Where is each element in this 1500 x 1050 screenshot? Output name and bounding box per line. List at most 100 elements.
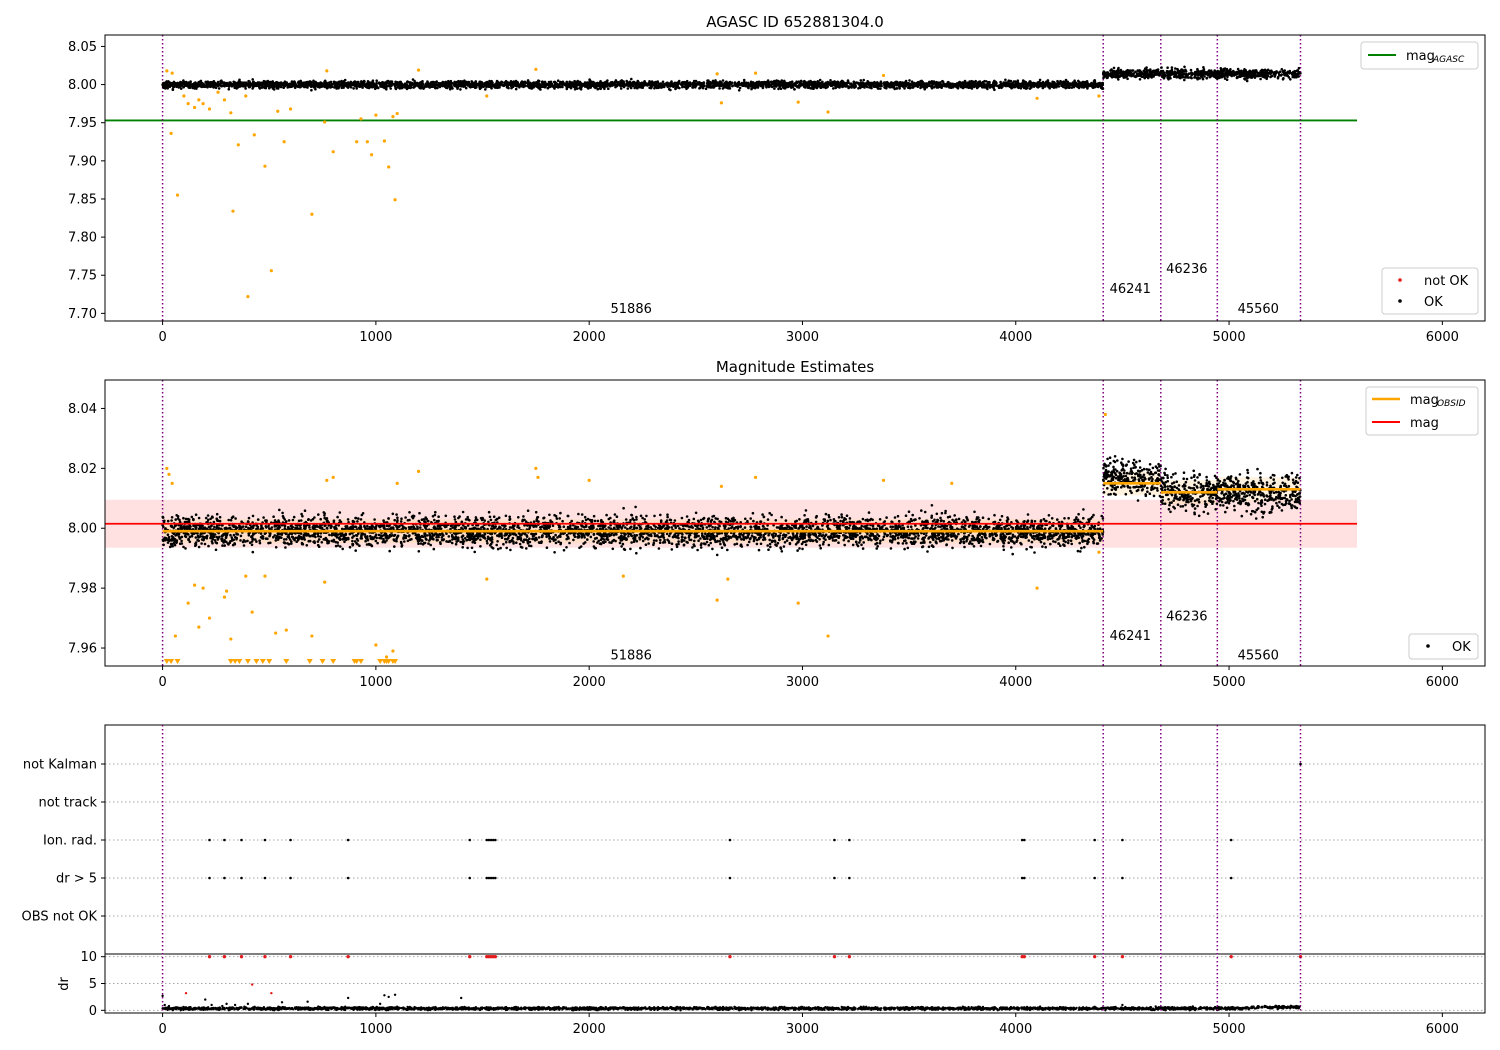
ok-point [589,85,592,89]
ok-point [775,79,778,82]
ok-point [806,86,810,90]
ok-point [456,87,459,90]
ok-point [500,80,504,84]
chart-title: AGASC ID 652881304.0 [706,13,884,31]
ok-point [360,80,363,83]
ok-point [944,84,948,87]
ok-point [694,82,697,85]
agasc-panel: AGASC ID 652881304.051886462414623645560… [68,13,1486,345]
ok-point [1025,82,1029,85]
ok-point [219,83,222,87]
ok-point [1112,69,1116,73]
outlier-point [395,481,399,485]
ok-point [1083,84,1086,87]
ok-point [214,86,218,89]
ok-point [1132,72,1136,75]
ok-point [1166,66,1169,69]
ok-point [266,82,270,85]
ok-point [1038,78,1042,82]
ok-point [622,83,626,86]
ok-point [615,80,619,84]
ok-point [1276,76,1280,80]
ok-point [479,83,482,86]
ok-point [355,87,359,90]
ok-point [426,80,429,83]
ok-point [1139,72,1143,75]
ok-point [857,87,860,90]
ok-point [908,79,911,82]
y-tick-label: 8.00 [68,78,97,93]
ok-point [575,87,579,90]
ok-point [514,87,518,91]
ok-point [168,84,171,87]
ok-point [626,87,630,90]
ok-point [638,85,642,89]
lower-limit-marker [244,659,251,664]
ok-point [285,81,289,84]
ok-point [574,82,578,85]
ok-point [1151,73,1154,76]
outlier-point [1035,96,1039,100]
ok-point [586,86,590,89]
ok-point [1201,69,1204,73]
outlier-point [197,98,201,102]
lower-limit-marker [253,659,260,664]
ok-point [412,86,415,89]
legend-marker-not-ok [1398,278,1402,282]
ok-point [441,81,445,85]
lower-limit-marker [236,659,243,664]
obsid-label: 51886 [611,302,652,317]
ok-point [1273,73,1277,77]
ok-point [427,84,430,87]
ok-point [728,87,732,90]
ok-point [974,79,977,83]
ok-point [744,82,748,85]
outlier-point [534,67,538,71]
ok-point [730,81,734,84]
ok-point [1134,75,1137,79]
ok-point [1136,69,1139,72]
ok-point [1019,82,1022,86]
ok-point [1232,69,1235,73]
ok-point [1169,69,1172,73]
ok-point [793,88,796,91]
ok-point [1093,80,1097,83]
ok-point [836,85,840,89]
outlier-point [310,212,314,216]
ok-point [547,83,550,86]
ok-point [1126,74,1129,77]
ok-point [1020,85,1024,88]
ok-point [444,86,448,89]
outlier-point [263,164,267,168]
ok-point [402,85,406,89]
ok-point [655,81,659,84]
ok-point [366,84,369,87]
ok-point [691,86,695,89]
ok-point [667,87,671,91]
ok-point [166,87,169,90]
ok-point [185,83,188,86]
ok-point [1053,81,1056,84]
ok-point [468,85,472,89]
ok-point [705,82,709,85]
y-tick-label: 7.90 [68,154,97,169]
ok-point [310,85,313,88]
ok-point [419,84,423,87]
outlier-point [192,105,197,110]
ok-point [521,80,524,84]
ok-point [1236,67,1240,71]
ok-point [1046,79,1050,82]
ok-point [429,85,433,88]
ok-point [340,82,343,86]
ok-point [721,79,725,82]
ok-point [1032,82,1036,85]
ok-point [738,86,742,90]
ok-point [840,79,844,83]
ok-point [1057,81,1060,84]
ok-point [611,82,615,86]
outlier-point [186,601,190,605]
ok-point [522,84,525,88]
ok-point [773,83,777,87]
ok-point [342,86,345,89]
ok-point [565,87,569,91]
